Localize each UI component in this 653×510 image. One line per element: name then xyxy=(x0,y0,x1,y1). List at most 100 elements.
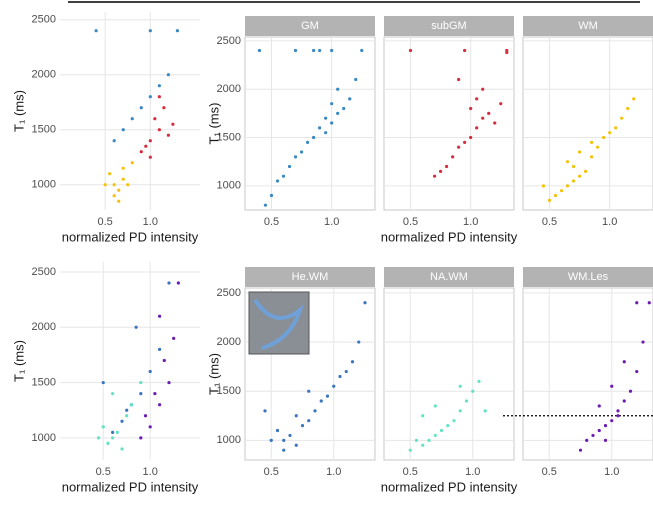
data-point xyxy=(332,384,336,388)
data-point xyxy=(287,164,292,169)
data-point xyxy=(438,169,443,173)
data-point xyxy=(354,77,358,82)
data-point xyxy=(565,160,570,164)
data-point xyxy=(307,389,311,393)
data-point xyxy=(610,419,614,423)
data-point xyxy=(139,106,143,110)
data-point xyxy=(439,428,444,433)
data-point xyxy=(481,87,485,91)
data-point xyxy=(172,336,176,340)
data-point xyxy=(148,29,152,33)
data-point xyxy=(541,184,546,188)
data-point xyxy=(282,448,286,452)
data-point xyxy=(120,419,124,423)
data-point xyxy=(620,116,624,120)
panel-background xyxy=(383,287,515,461)
data-point xyxy=(487,111,491,115)
y-axis-title: T₁ (ms) xyxy=(11,340,26,382)
x-tick-label: 0.5 xyxy=(403,466,418,478)
data-point xyxy=(628,389,633,393)
data-point xyxy=(446,424,450,428)
data-point xyxy=(603,424,608,428)
facet-strip xyxy=(384,16,514,36)
data-point xyxy=(318,126,322,130)
data-point xyxy=(565,184,570,188)
data-point xyxy=(632,97,636,101)
data-point xyxy=(591,433,595,438)
y-tick-label: 2000 xyxy=(217,83,241,95)
data-point xyxy=(139,436,143,440)
data-point xyxy=(166,133,170,137)
data-point xyxy=(614,126,618,130)
data-point xyxy=(319,399,323,403)
data-point xyxy=(153,392,157,396)
data-point xyxy=(166,73,170,77)
data-point xyxy=(117,199,121,203)
data-point xyxy=(148,139,152,143)
data-point xyxy=(408,448,412,452)
facet-strip xyxy=(384,267,514,287)
data-point xyxy=(433,433,437,438)
data-point xyxy=(288,433,292,438)
y-axis-title: T₁ (ms) xyxy=(11,90,26,132)
data-point xyxy=(357,340,361,344)
panel-background xyxy=(60,262,200,460)
y-axis-title: T₁ (ms) xyxy=(206,103,221,145)
data-point xyxy=(350,360,355,364)
data-point xyxy=(157,347,162,351)
data-point xyxy=(602,135,606,140)
data-point xyxy=(469,106,473,111)
data-point xyxy=(162,358,166,363)
data-point xyxy=(121,177,125,181)
data-point xyxy=(616,414,620,418)
y-tick-label: 2500 xyxy=(217,35,241,47)
data-point xyxy=(130,117,134,121)
data-point xyxy=(111,392,115,396)
data-point xyxy=(647,301,651,305)
data-point xyxy=(477,379,481,383)
data-point xyxy=(143,414,148,418)
data-point xyxy=(483,409,487,413)
data-point xyxy=(585,438,589,442)
data-point xyxy=(616,409,620,413)
data-point xyxy=(363,301,367,305)
x-axis-title: normalized PD intensity xyxy=(62,229,199,244)
data-point xyxy=(157,314,162,318)
x-tick-label: 1.0 xyxy=(604,466,619,478)
data-point xyxy=(348,97,352,101)
data-point xyxy=(427,438,431,442)
x-tick-label: 0.5 xyxy=(264,466,279,478)
facet-title: GM xyxy=(301,20,319,32)
data-point xyxy=(106,441,110,446)
data-point xyxy=(608,131,612,135)
panel-background xyxy=(383,36,515,211)
data-point xyxy=(162,106,166,110)
data-point xyxy=(457,77,461,82)
data-point xyxy=(293,48,298,53)
y-axis-title: T₁ (ms) xyxy=(206,353,221,395)
inset-detail xyxy=(253,298,305,350)
data-point xyxy=(463,140,467,144)
x-tick-label: 1.0 xyxy=(463,216,478,228)
data-point xyxy=(458,409,462,413)
x-axis-title: normalized PD intensity xyxy=(381,229,518,244)
facet-strip xyxy=(523,267,653,287)
data-point xyxy=(360,48,364,53)
data-point xyxy=(148,425,152,429)
data-point xyxy=(330,102,334,106)
data-point xyxy=(408,48,413,53)
data-point xyxy=(635,369,639,374)
data-point xyxy=(275,179,280,183)
facet-title: subGM xyxy=(431,20,466,32)
data-point xyxy=(635,301,639,305)
data-point xyxy=(94,29,98,33)
data-point xyxy=(336,111,340,115)
x-tick-label: 1.0 xyxy=(143,216,158,228)
data-point xyxy=(505,50,509,55)
data-point xyxy=(451,155,455,159)
x-tick-label: 0.5 xyxy=(542,466,557,478)
data-point xyxy=(471,389,475,393)
data-point xyxy=(300,424,305,428)
